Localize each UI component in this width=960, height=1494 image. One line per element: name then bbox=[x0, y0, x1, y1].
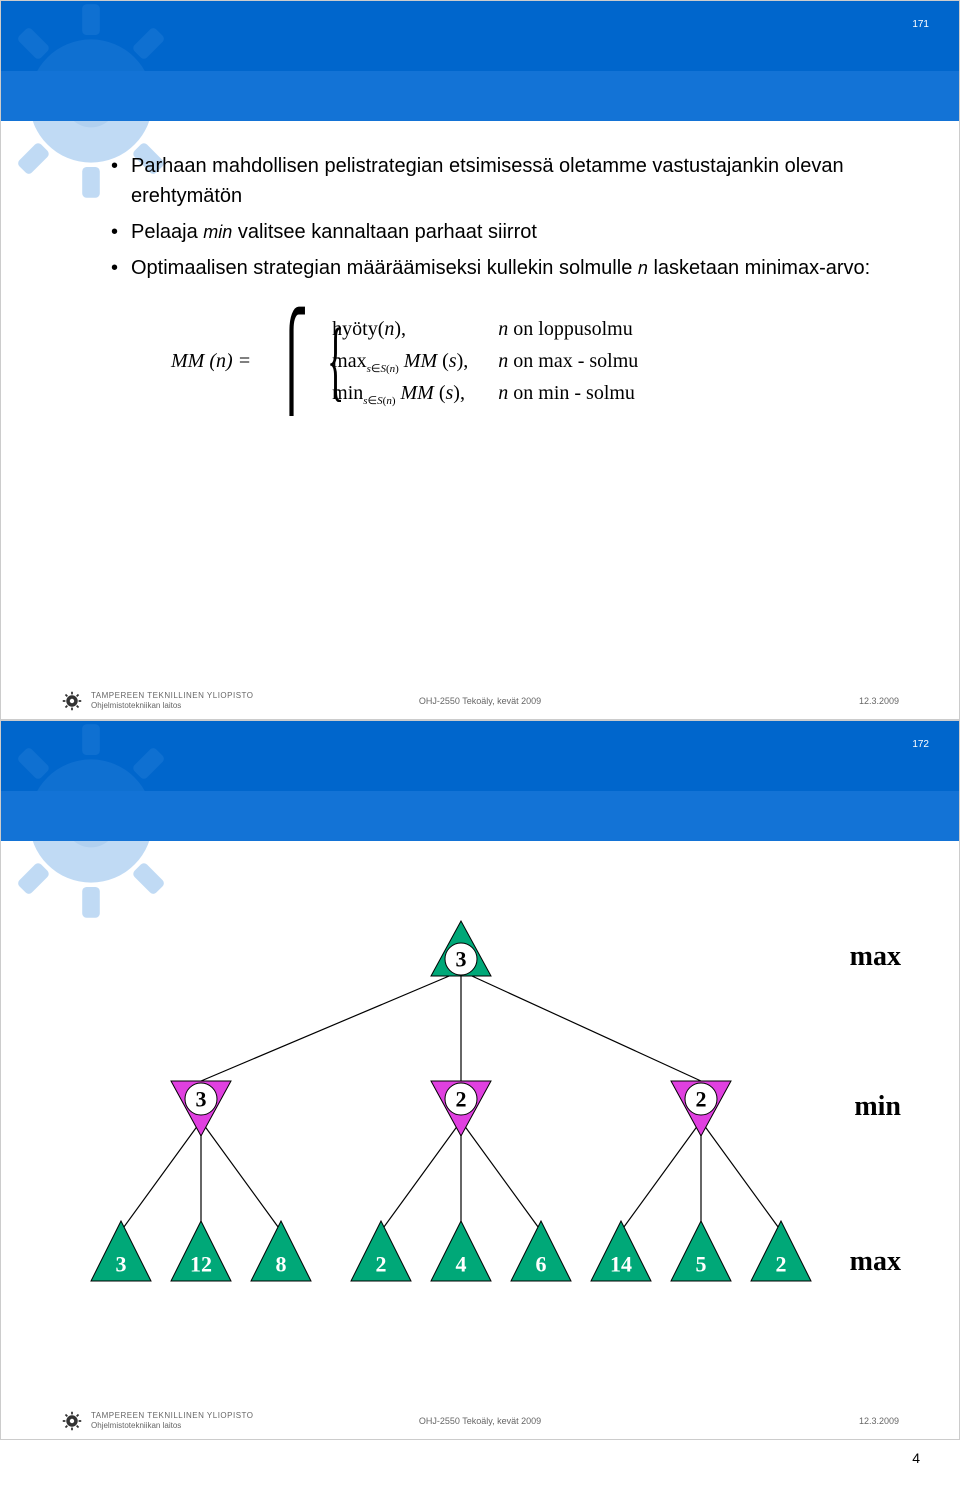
svg-text:3: 3 bbox=[456, 947, 467, 972]
slide-1: 171 Parhaan mahdollisen pelistrategian e… bbox=[0, 0, 960, 720]
leaf-node: 3 bbox=[91, 1221, 151, 1281]
leaf-node: 4 bbox=[431, 1221, 491, 1281]
svg-text:2: 2 bbox=[696, 1087, 707, 1112]
row-label-min: min bbox=[854, 1091, 901, 1123]
university-name: TAMPEREEN TEKNILLINEN YLIOPISTO bbox=[91, 691, 254, 701]
formula-lhs: MM (n) = bbox=[171, 346, 251, 376]
title-bar bbox=[1, 791, 959, 841]
footer-university: TAMPEREEN TEKNILLINEN YLIOPISTO Ohjelmis… bbox=[91, 691, 254, 710]
svg-text:5: 5 bbox=[696, 1252, 707, 1277]
minimax-tree: 3 3 2 2 3 12 8 2 4 6 bbox=[1, 891, 960, 1351]
header-bg: 171 bbox=[1, 1, 959, 121]
bullet-list: Parhaan mahdollisen pelistrategian etsim… bbox=[111, 151, 899, 283]
leaf-node: 5 bbox=[671, 1221, 731, 1281]
svg-text:3: 3 bbox=[196, 1087, 207, 1112]
row-label-max: max bbox=[850, 941, 901, 973]
footer-date: 12.3.2009 bbox=[859, 1416, 899, 1426]
footer-logo: TAMPEREEN TEKNILLINEN YLIOPISTO Ohjelmis… bbox=[61, 1410, 254, 1432]
svg-text:8: 8 bbox=[276, 1252, 287, 1277]
slide-number: 171 bbox=[912, 19, 929, 30]
min-node: 2 bbox=[431, 1081, 491, 1136]
brace-icon: ⎧ bbox=[274, 315, 309, 407]
min-node: 2 bbox=[671, 1081, 731, 1136]
slide-number: 172 bbox=[912, 739, 929, 750]
svg-text:2: 2 bbox=[776, 1252, 787, 1277]
tree-svg: 3 3 2 2 3 12 8 2 4 6 bbox=[1, 891, 960, 1351]
svg-text:12: 12 bbox=[190, 1252, 212, 1277]
svg-text:3: 3 bbox=[116, 1252, 127, 1277]
leaf-node: 2 bbox=[751, 1221, 811, 1281]
svg-text:14: 14 bbox=[610, 1252, 632, 1277]
formula-case-cond: n on min - solmu bbox=[498, 377, 638, 409]
gear-icon bbox=[61, 1410, 83, 1432]
leaf-node: 2 bbox=[351, 1221, 411, 1281]
footer-course: OHJ-2550 Tekoäly, kevät 2009 bbox=[419, 696, 541, 706]
footer-university: TAMPEREEN TEKNILLINEN YLIOPISTO Ohjelmis… bbox=[91, 1411, 254, 1430]
bullet-item: Optimaalisen strategian määräämiseksi ku… bbox=[111, 253, 899, 283]
header-bg: 172 bbox=[1, 721, 959, 841]
bullet-item: Pelaaja min valitsee kannaltaan parhaat … bbox=[111, 217, 899, 247]
formula-case-expr: hyöty(n), bbox=[332, 313, 468, 345]
dept-name: Ohjelmistotekniikan laitos bbox=[91, 701, 254, 711]
leaf-node: 8 bbox=[251, 1221, 311, 1281]
svg-text:6: 6 bbox=[536, 1252, 547, 1277]
bullet-item: Parhaan mahdollisen pelistrategian etsim… bbox=[111, 151, 899, 211]
title-bar bbox=[1, 71, 959, 121]
formula-case-cond: n on max - solmu bbox=[498, 345, 638, 377]
gear-icon bbox=[61, 690, 83, 712]
leaf-node: 6 bbox=[511, 1221, 571, 1281]
svg-text:4: 4 bbox=[456, 1252, 467, 1277]
min-node: 3 bbox=[171, 1081, 231, 1136]
root-node: 3 bbox=[431, 921, 491, 976]
formula-case-expr: mins∈S(n) MM (s), bbox=[332, 377, 468, 409]
university-name: TAMPEREEN TEKNILLINEN YLIOPISTO bbox=[91, 1411, 254, 1421]
page-number: 4 bbox=[0, 1440, 960, 1486]
leaf-node: 14 bbox=[591, 1221, 651, 1281]
formula-case-expr: maxs∈S(n) MM (s), bbox=[332, 345, 468, 377]
leaf-node: 12 bbox=[171, 1221, 231, 1281]
slide-2: 172 bbox=[0, 720, 960, 1440]
footer-logo: TAMPEREEN TEKNILLINEN YLIOPISTO Ohjelmis… bbox=[61, 690, 254, 712]
footer-date: 12.3.2009 bbox=[859, 696, 899, 706]
footer-course: OHJ-2550 Tekoäly, kevät 2009 bbox=[419, 1416, 541, 1426]
svg-text:2: 2 bbox=[376, 1252, 387, 1277]
row-label-max: max bbox=[850, 1246, 901, 1278]
dept-name: Ohjelmistotekniikan laitos bbox=[91, 1421, 254, 1431]
formula-case-cond: n on loppusolmu bbox=[498, 313, 638, 345]
slide-content: Parhaan mahdollisen pelistrategian etsim… bbox=[111, 151, 899, 409]
minimax-formula: MM (n) = ⎧ { hyöty(n), maxs∈S(n) MM (s),… bbox=[171, 313, 899, 409]
svg-text:2: 2 bbox=[456, 1087, 467, 1112]
